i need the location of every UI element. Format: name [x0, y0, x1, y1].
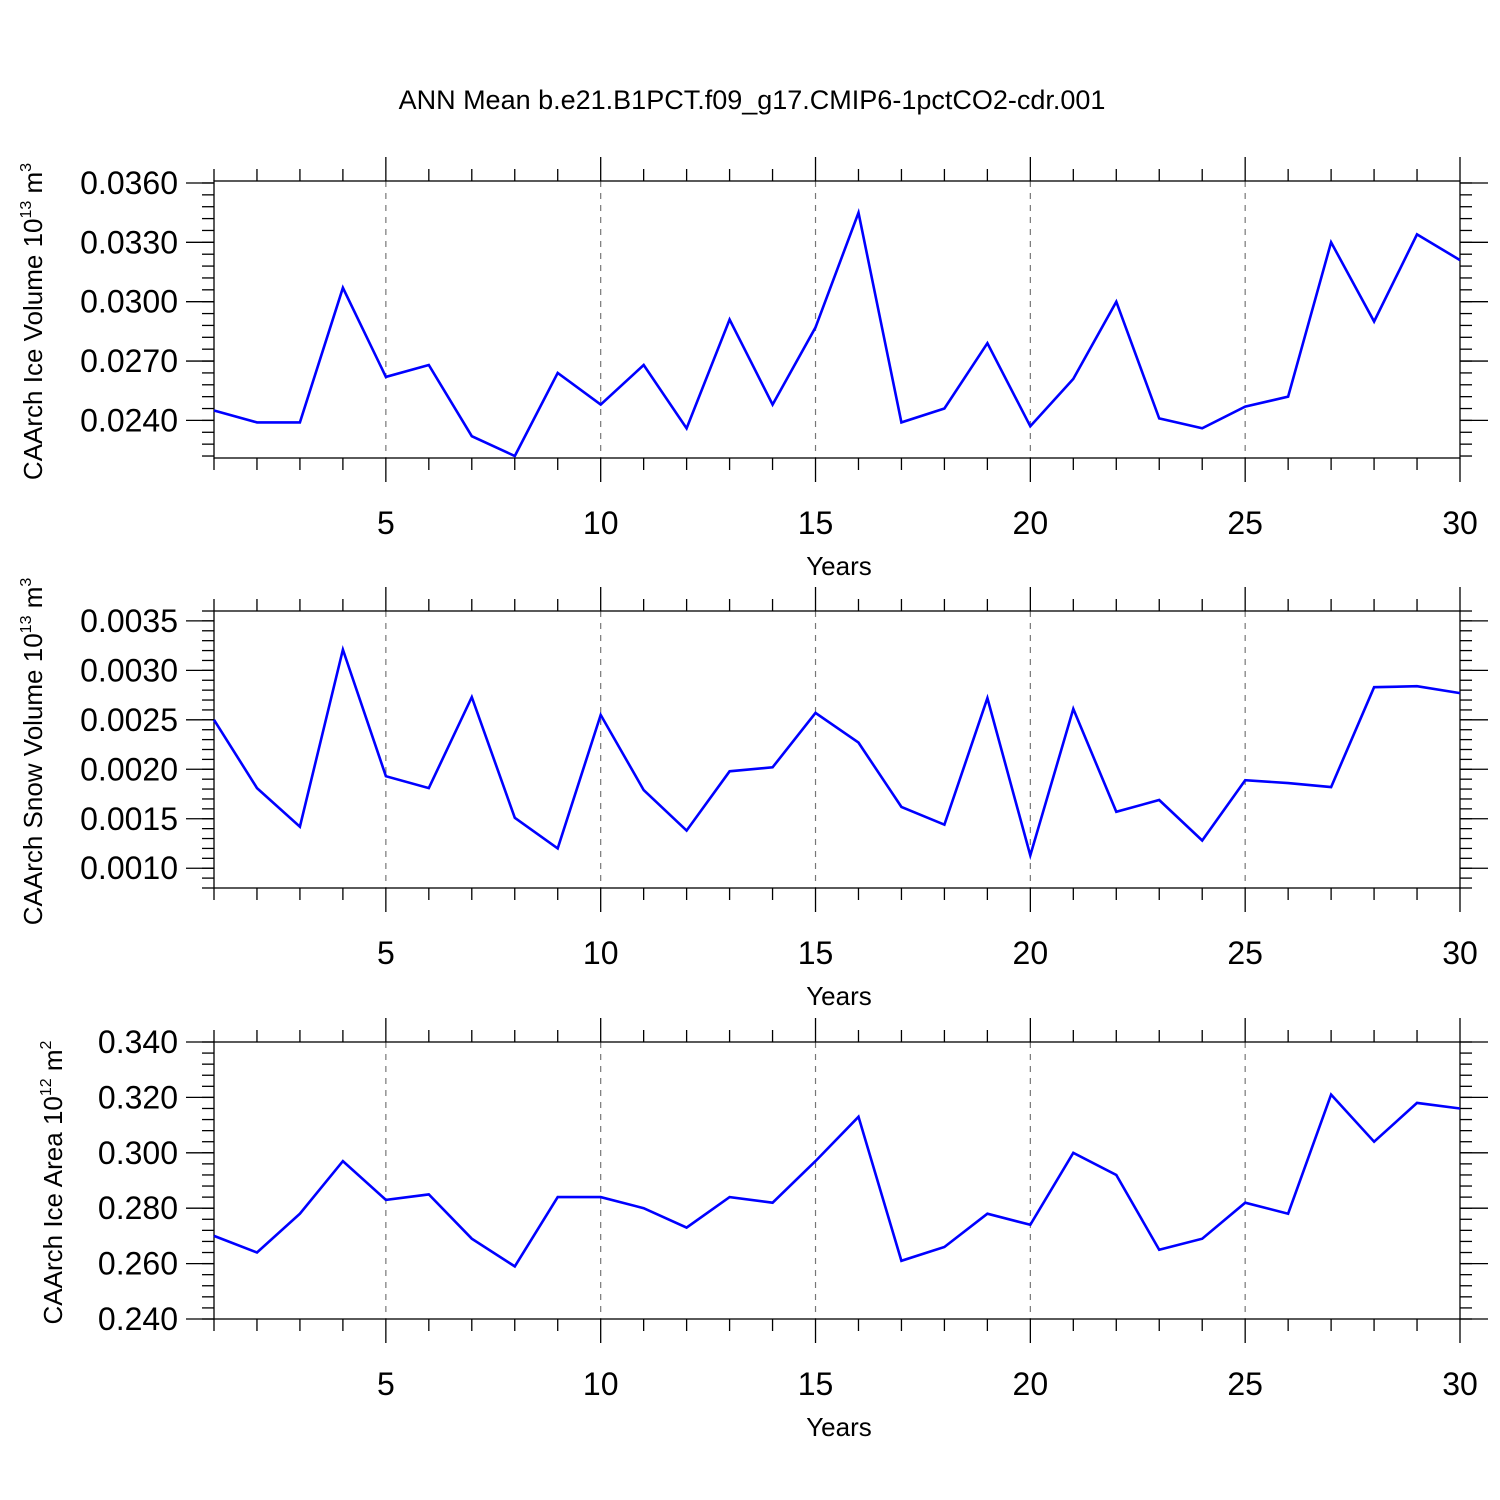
y-tick-label: 0.240	[98, 1301, 178, 1337]
plot-frame	[213, 180, 1461, 459]
plot-frame	[213, 1041, 1461, 1320]
x-tick-label: 30	[1442, 505, 1478, 541]
y-tick-label: 0.260	[98, 1246, 178, 1282]
x-tick-label: 5	[377, 505, 395, 541]
x-tick-label: 25	[1227, 935, 1263, 971]
y-tick-label: 0.0035	[80, 603, 178, 639]
x-tick-label: 15	[798, 935, 834, 971]
y-tick-label: 0.280	[98, 1190, 178, 1226]
x-tick-label: 15	[798, 505, 834, 541]
y-tick-label: 0.0030	[80, 652, 178, 688]
x-tick-label: 20	[1013, 505, 1049, 541]
y-axis-title: CAArch Ice Area 1012 m2	[38, 1040, 68, 1324]
x-tick-label: 30	[1442, 935, 1478, 971]
y-tick-label: 0.0020	[80, 751, 178, 787]
x-tick-label: 10	[583, 1366, 619, 1402]
x-tick-label: 20	[1013, 935, 1049, 971]
x-tick-label: 25	[1227, 1366, 1263, 1402]
x-tick-label: 5	[377, 935, 395, 971]
y-tick-label: 0.0010	[80, 850, 178, 886]
x-tick-label: 10	[583, 505, 619, 541]
plot-frame	[213, 610, 1461, 889]
series-line	[212, 644, 1461, 861]
panel-1: 5 10 15 20 25 30 Years 0.0240 0.0270 0.0300 0.0330…	[18, 157, 1488, 581]
y-tick-label: 0.0025	[80, 702, 178, 738]
y-tick-label: 0.0270	[80, 343, 178, 379]
y-tick-label: 0.0330	[80, 224, 178, 260]
x-axis-title: Years	[806, 981, 872, 1011]
y-axis-title: CAArch Snow Volume 1013 m3	[18, 578, 48, 926]
y-axis-title: CAArch Ice Volume 1013 m3	[18, 163, 48, 480]
x-axis-title: Years	[806, 1412, 872, 1442]
y-tick-label: 0.0360	[80, 165, 178, 201]
y-tick-label: 0.0015	[80, 801, 178, 837]
y-tick-label: 0.340	[98, 1024, 178, 1060]
panel-2: 5 10 15 20 25 30 Years 0.0010 0.0015 0.0020 0.0025…	[18, 578, 1488, 1011]
x-tick-label: 5	[377, 1366, 395, 1402]
y-tick-label: 0.0240	[80, 402, 178, 438]
figure-title: ANN Mean b.e21.B1PCT.f09_g17.CMIP6-1pctC…	[399, 85, 1106, 115]
x-tick-label: 30	[1442, 1366, 1478, 1402]
y-tick-label: 0.300	[98, 1135, 178, 1171]
x-axis-title: Years	[806, 551, 872, 581]
x-tick-label: 20	[1013, 1366, 1049, 1402]
y-tick-label: 0.0300	[80, 284, 178, 320]
x-tick-label: 15	[798, 1366, 834, 1402]
x-tick-label: 25	[1227, 505, 1263, 541]
x-tick-label: 10	[583, 935, 619, 971]
series-line	[213, 1092, 1461, 1269]
y-tick-label: 0.320	[98, 1079, 178, 1115]
panel-3: 5 10 15 20 25 30 Years 0.240 0.260 0.280 0.300 0.32…	[38, 1018, 1488, 1442]
series-line	[213, 208, 1461, 458]
